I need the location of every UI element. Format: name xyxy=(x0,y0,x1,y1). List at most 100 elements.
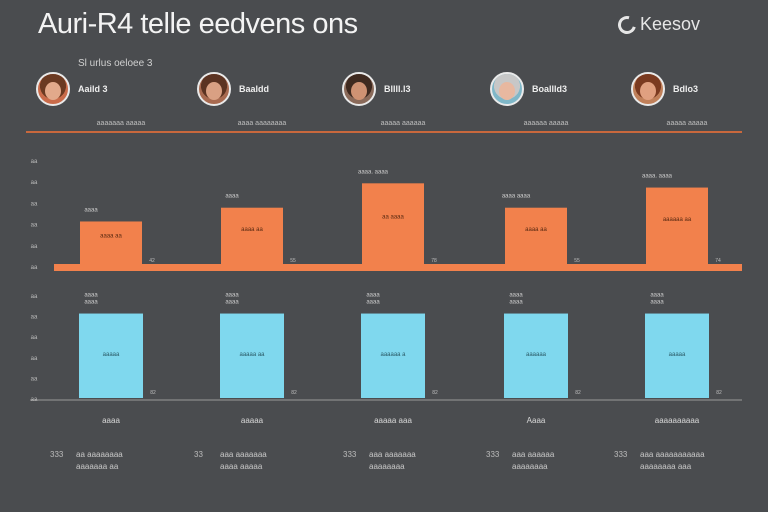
person-name: Bdlo3 xyxy=(673,84,699,94)
bar-data-label: aaaaaa xyxy=(526,352,547,358)
bar-data-label: aaaa aa xyxy=(525,227,547,233)
column-note: 333 aaa aaaaaaaaaaa aaaaaaaa aaa xyxy=(614,449,705,473)
bar-top-label: aaaa xyxy=(650,293,664,299)
bar xyxy=(79,313,143,398)
y-tick-label: aa xyxy=(31,335,38,341)
bar-data-label: aaaaa xyxy=(103,352,120,358)
bar-top-label: aaaa xyxy=(650,300,664,306)
person-name: Baaldd xyxy=(239,84,270,94)
bar-data-label: aaaa aa xyxy=(100,234,122,240)
bar-top-label: aaaa xyxy=(84,293,98,299)
header-divider xyxy=(26,131,742,133)
chart-baseline xyxy=(54,264,742,271)
column-header: aaaaaa aaaaa xyxy=(523,120,569,127)
avatar xyxy=(342,72,376,106)
bar-value: 78 xyxy=(431,258,437,264)
bar-top-label: aaaa xyxy=(366,293,380,299)
brand-name: Keesov xyxy=(640,14,701,34)
bar xyxy=(504,313,568,398)
column-header: aaaaa aaaaa xyxy=(666,120,708,127)
y-tick-label: aa xyxy=(31,159,38,165)
note-line-1: aaa aaaaaaaaaaa xyxy=(640,450,705,459)
bottom-label: Aaaa xyxy=(526,416,546,425)
bar-top-label: aaaa xyxy=(225,300,239,306)
bar-data-label: aaaaa aa xyxy=(239,352,265,358)
y-tick-label: aa xyxy=(31,201,38,207)
bar-value: 82 xyxy=(150,390,156,396)
note-line-2: aaaaaaaa xyxy=(369,462,405,471)
note-tag: 333 xyxy=(50,450,64,459)
bar-value: 55 xyxy=(290,258,296,264)
person-5: Bdlo3 xyxy=(631,72,698,106)
bar-data-label: aaaaaa a xyxy=(380,352,406,358)
bar-top-label: aaaa. aaaa xyxy=(642,174,673,180)
bar-top-label: aaaa xyxy=(225,293,239,299)
y-tick-label: aa xyxy=(31,315,38,321)
chart-subtitle: Sl urlus oeloee 3 xyxy=(78,58,153,69)
bar-top-label: aaaa xyxy=(509,300,523,306)
bar xyxy=(362,183,424,266)
bar-value: 82 xyxy=(291,390,297,396)
note-tag: 333 xyxy=(486,450,500,459)
bar-top-label: aaaa xyxy=(84,207,98,213)
avatar xyxy=(490,72,524,106)
bar xyxy=(221,207,283,266)
bar-data-label: aaaaaa aa xyxy=(663,217,692,223)
y-tick-label: aa xyxy=(31,356,38,362)
column-note: 333 aaa aaaaaa aaaaaaaa xyxy=(486,449,554,473)
bar-top-label: aaaa xyxy=(84,300,98,306)
note-line-1: aaa aaaaaaa xyxy=(369,450,416,459)
column-header: aaaaaaa aaaaa xyxy=(96,120,146,127)
bottom-label: aaaaaaaaaa xyxy=(654,416,700,425)
bottom-label: aaaaa xyxy=(240,416,264,425)
person-3: Bllll.l3 xyxy=(342,72,411,106)
note-tag: 333 xyxy=(343,450,357,459)
person-name: Aaild 3 xyxy=(78,84,108,94)
avatar xyxy=(631,72,665,106)
avatar xyxy=(197,72,231,106)
bar-data-label: aa aaaa xyxy=(382,215,404,221)
bar-top-label: aaaa xyxy=(366,300,380,306)
bar-top-label: aaaa. aaaa xyxy=(358,169,389,175)
bar-value: 42 xyxy=(149,258,155,264)
note-tag: 333 xyxy=(614,450,628,459)
column-note: 333 aa aaaaaaaa aaaaaaa aa xyxy=(50,449,123,473)
column-header: aaaaa aaaaaa xyxy=(380,120,426,127)
column-header: aaaa aaaaaaaa xyxy=(237,120,287,127)
person-name: Bllll.l3 xyxy=(384,84,411,94)
bar-top-label: aaaa aaaa xyxy=(502,194,531,200)
bar-top-label: aaaa xyxy=(509,293,523,299)
person-4: Boallld3 xyxy=(490,72,567,106)
bottom-label: aaaa xyxy=(102,416,120,425)
note-line-2: aaaaaaaa xyxy=(512,462,548,471)
note-line-2: aaaa aaaaa xyxy=(220,462,263,471)
avatar xyxy=(36,72,70,106)
y-tick-label: aa xyxy=(31,294,38,300)
y-tick-label: aa xyxy=(31,265,38,271)
y-tick-label: aa xyxy=(31,244,38,250)
column-note: 33 aaa aaaaaaa aaaa aaaaa xyxy=(194,449,267,473)
bar-value: 55 xyxy=(574,258,580,264)
person-2: Baaldd xyxy=(197,72,269,106)
bar-top-label: aaaa xyxy=(225,194,239,200)
bar-value: 82 xyxy=(432,390,438,396)
person-name: Boallld3 xyxy=(532,84,568,94)
note-tag: 33 xyxy=(194,450,203,459)
bar xyxy=(80,221,142,266)
note-line-1: aa aaaaaaaa xyxy=(76,450,123,459)
bar xyxy=(645,313,709,398)
bar xyxy=(505,207,567,266)
chart-title: Auri-R4 telle eedvens ons xyxy=(38,8,358,40)
brand: Keesov xyxy=(614,12,701,37)
y-tick-label: aa xyxy=(31,223,38,229)
bottom-label: aaaaa aaa xyxy=(374,416,412,425)
bar-value: 82 xyxy=(575,390,581,396)
bar xyxy=(646,187,708,266)
bar-value: 82 xyxy=(716,390,722,396)
column-note: 333 aaa aaaaaaa aaaaaaaa xyxy=(343,449,416,473)
bar-data-label: aaaaa xyxy=(669,352,686,358)
y-tick-label: aa xyxy=(31,180,38,186)
note-line-1: aaa aaaaaa xyxy=(512,450,555,459)
note-line-2: aaaaaaaa aaa xyxy=(640,462,692,471)
